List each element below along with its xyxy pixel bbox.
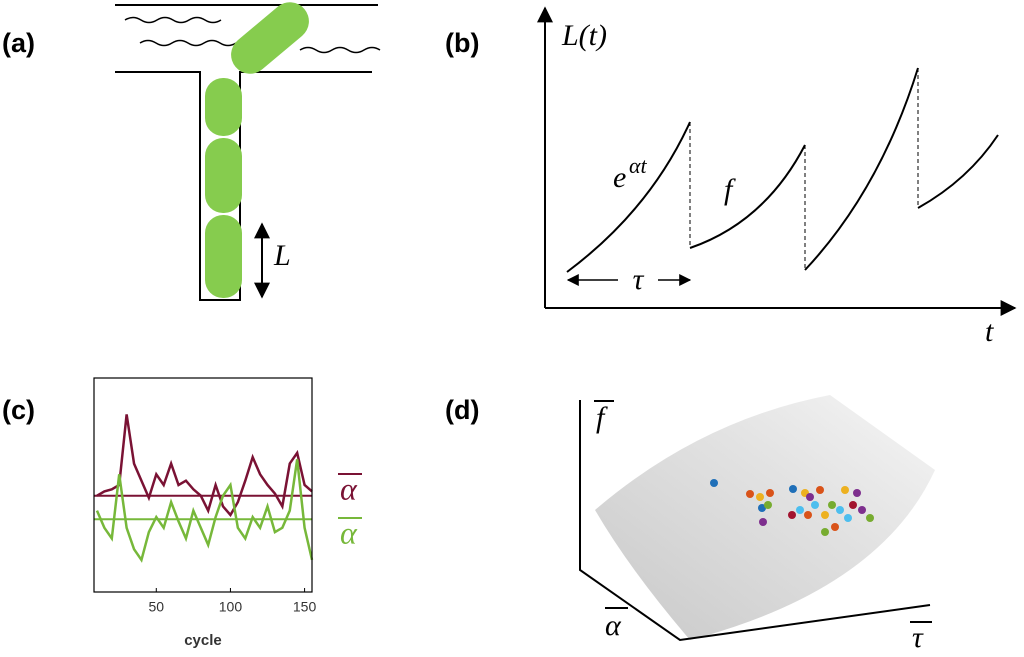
series-line bbox=[95, 459, 314, 563]
cells bbox=[205, 2, 309, 298]
legend-label: α bbox=[340, 470, 358, 506]
surface bbox=[595, 395, 935, 640]
y-axis-label: L(t) bbox=[561, 19, 607, 52]
series-line bbox=[96, 414, 313, 518]
growth-curve bbox=[566, 67, 999, 273]
chart: 50 100 150 bbox=[94, 414, 317, 615]
period-label: τ bbox=[633, 263, 645, 296]
x-axis-label: α bbox=[605, 609, 622, 642]
x-axis-label: cycle bbox=[184, 632, 222, 649]
panel-label: (a) bbox=[2, 28, 35, 58]
growth-exponent: αt bbox=[629, 153, 648, 178]
y-axis-label: τ bbox=[912, 621, 924, 654]
division-label: f bbox=[724, 173, 736, 206]
x-tick-label: 100 bbox=[219, 599, 243, 615]
x-axis-label: t bbox=[985, 315, 994, 348]
panel-label: (c) bbox=[2, 395, 35, 425]
division-lines bbox=[689, 68, 919, 270]
channel bbox=[115, 4, 381, 301]
legend-label: α bbox=[340, 514, 358, 550]
growth-base: e bbox=[613, 161, 626, 194]
axes bbox=[537, 6, 1017, 316]
x-tick-label: 150 bbox=[293, 599, 317, 615]
axes-3d bbox=[579, 400, 931, 642]
length-label: L bbox=[273, 239, 291, 272]
plot-frame bbox=[93, 377, 313, 593]
z-axis-label: f bbox=[596, 401, 608, 434]
panel-label: (b) bbox=[445, 28, 479, 58]
x-tick-label: 50 bbox=[148, 599, 164, 615]
panel-label: (d) bbox=[445, 395, 479, 425]
scatter-points bbox=[710, 479, 874, 536]
